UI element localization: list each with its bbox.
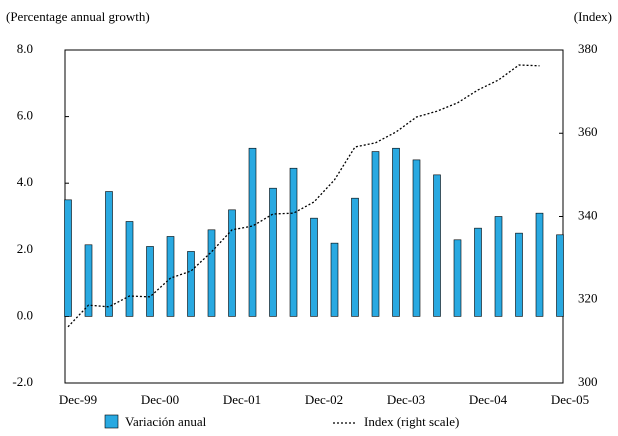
x-tick-label: Dec-05 [551, 392, 589, 407]
y2-axis-label: (Index) [574, 9, 612, 24]
bar [412, 159, 421, 317]
y-axis-label: (Percentage annual growth) [6, 9, 150, 24]
bar [330, 242, 339, 317]
y-tick-label: 8.0 [17, 41, 33, 56]
y2-tick-label: 340 [578, 207, 598, 222]
x-tick-label: Dec-00 [141, 392, 179, 407]
legend-swatch [104, 414, 119, 429]
y-tick-label: 0.0 [17, 307, 33, 322]
bar [310, 217, 318, 317]
y-tick-label: 4.0 [17, 174, 33, 189]
plot-frame [64, 49, 564, 384]
x-tick-label: Dec-01 [223, 392, 261, 407]
y2-tick-label: 320 [578, 291, 598, 306]
bar [556, 234, 564, 317]
bar [535, 212, 544, 317]
bar [453, 239, 462, 317]
index-line [67, 64, 540, 328]
bar [474, 227, 482, 317]
bar [494, 216, 503, 317]
bar [84, 244, 93, 317]
y-tick-label: -2.0 [12, 374, 33, 389]
bar [248, 147, 257, 317]
bar [64, 199, 72, 317]
y-tick-label: 2.0 [17, 241, 33, 256]
bar [187, 251, 195, 317]
legend-label: Variación anual [125, 414, 207, 429]
bar [269, 187, 277, 317]
x-tick-label: Dec-03 [387, 392, 425, 407]
bar [289, 167, 298, 317]
bar [146, 246, 154, 317]
legend-label: Index (right scale) [364, 414, 459, 429]
x-tick-label: Dec-99 [59, 392, 97, 407]
y2-tick-label: 360 [578, 124, 598, 139]
bar [515, 232, 523, 317]
bar [125, 221, 134, 317]
x-tick-label: Dec-02 [305, 392, 343, 407]
bar [371, 151, 380, 317]
bar [207, 229, 216, 317]
bar [433, 174, 441, 317]
bar [228, 209, 236, 317]
bar [351, 197, 359, 317]
y2-tick-label: 300 [578, 374, 598, 389]
x-tick-label: Dec-04 [469, 392, 508, 407]
y-tick-label: 6.0 [17, 108, 33, 123]
bar [392, 147, 400, 317]
bar [166, 236, 175, 317]
bar [105, 191, 113, 317]
y2-tick-label: 380 [578, 41, 598, 56]
